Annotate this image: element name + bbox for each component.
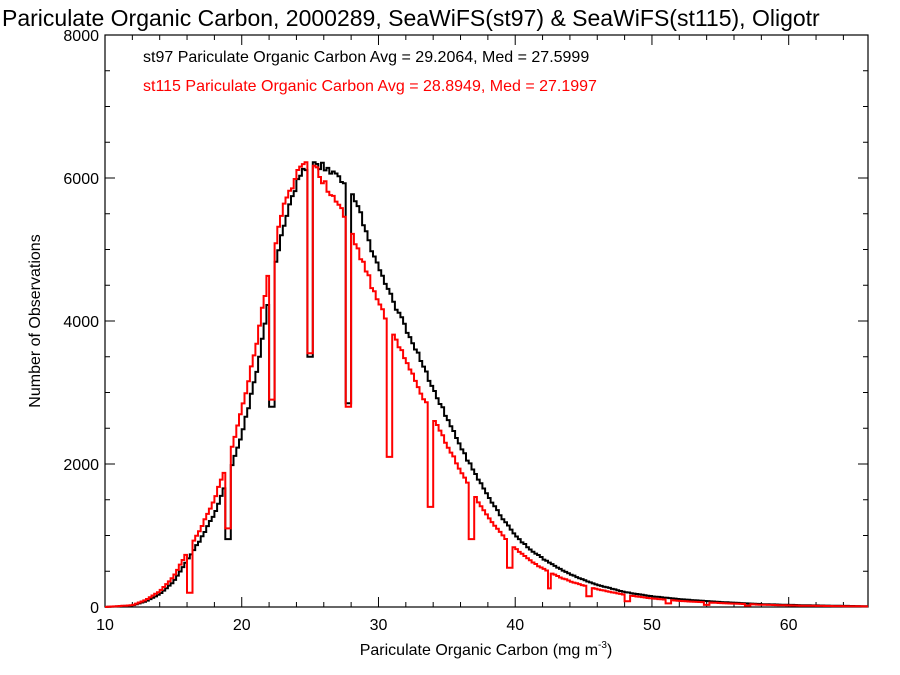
- x-tick-label: 60: [780, 617, 798, 634]
- series-lines: [105, 161, 868, 608]
- y-tick-label: 0: [90, 600, 99, 617]
- x-tick-label: 10: [96, 617, 114, 634]
- y-tick-label: 8000: [63, 28, 99, 45]
- x-tick-label: 40: [506, 617, 524, 634]
- x-tick-labels: 10 20 30 40 50 60: [96, 617, 798, 634]
- x-tick-label: 20: [233, 617, 251, 634]
- y-tick-label: 4000: [63, 314, 99, 331]
- plot-frame: [104, 34, 869, 608]
- x-axis-label-main: Pariculate Organic Carbon (mg m: [360, 642, 598, 659]
- x-tick-label: 30: [370, 617, 388, 634]
- series-line-st115: [105, 161, 868, 608]
- y-tick-label: 6000: [63, 171, 99, 188]
- x-axis-label-exponent: -3: [598, 640, 607, 651]
- series-line-st97: [105, 161, 868, 608]
- x-axis-label-close: ): [607, 642, 612, 659]
- y-tick-labels: 0 2000 4000 6000 8000: [63, 28, 99, 617]
- y-tick-label: 2000: [63, 457, 99, 474]
- legend-label-st97: st97 Pariculate Organic Carbon Avg = 29.…: [143, 49, 589, 66]
- chart-title: Pariculate Organic Carbon, 2000289, SeaW…: [2, 5, 820, 31]
- axis-ticks: [104, 34, 868, 608]
- y-axis-label: Number of Observations: [27, 234, 44, 407]
- legend-label-st115: st115 Pariculate Organic Carbon Avg = 28…: [143, 78, 597, 95]
- x-axis-label: Pariculate Organic Carbon (mg m-3): [360, 640, 613, 659]
- x-tick-label: 50: [643, 617, 661, 634]
